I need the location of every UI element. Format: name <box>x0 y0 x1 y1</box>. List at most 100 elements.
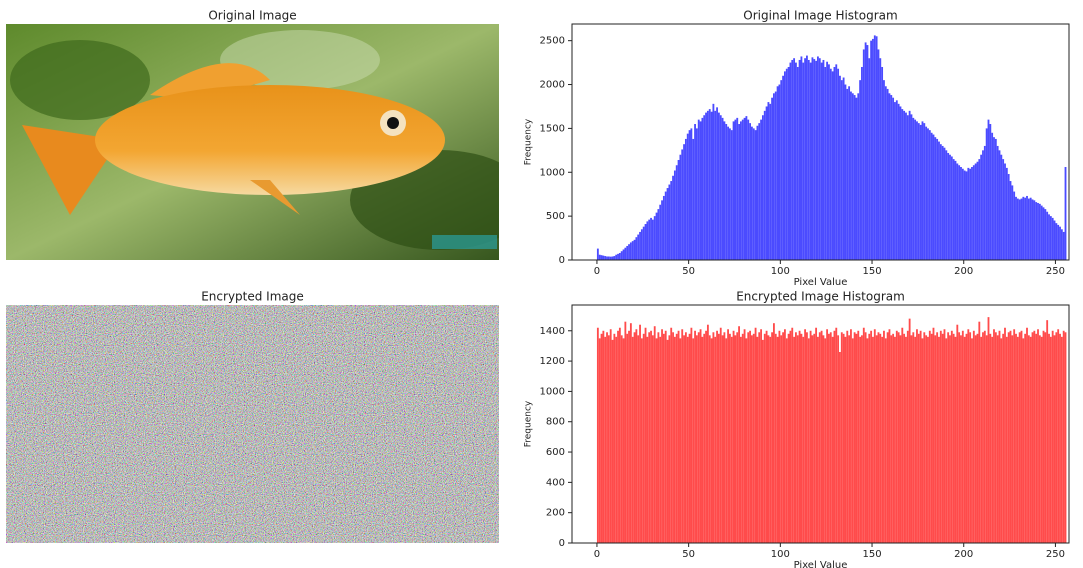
bar <box>1063 232 1065 260</box>
bar <box>615 337 617 543</box>
bar <box>927 128 929 260</box>
bar <box>863 49 865 260</box>
bar <box>857 331 859 543</box>
bar <box>975 335 977 543</box>
bar <box>973 165 975 260</box>
bar <box>801 334 803 543</box>
bar <box>991 133 993 260</box>
bar <box>700 121 702 260</box>
y-tick-label: 200 <box>546 508 565 519</box>
bar <box>624 322 626 543</box>
bar <box>909 111 911 260</box>
panel-title: Original Image <box>208 9 296 23</box>
bar <box>993 329 995 543</box>
bar <box>1039 335 1041 543</box>
bar <box>991 337 993 543</box>
bar <box>1054 335 1056 543</box>
bar <box>1037 203 1039 260</box>
bar <box>854 95 856 260</box>
bar <box>898 104 900 260</box>
bar <box>980 155 982 260</box>
bar <box>630 323 632 543</box>
bar <box>944 148 946 260</box>
encrypted-image <box>6 305 499 543</box>
bar <box>824 338 826 543</box>
bar <box>1008 332 1010 543</box>
bar <box>628 331 630 543</box>
bar <box>711 338 713 543</box>
bar <box>938 337 940 543</box>
bar <box>637 235 639 260</box>
bar <box>843 334 845 543</box>
bar <box>867 45 869 260</box>
bar <box>1015 334 1017 543</box>
bar <box>903 111 905 260</box>
bar <box>841 80 843 260</box>
bar <box>973 331 975 543</box>
bar <box>850 92 852 260</box>
bar <box>608 256 610 260</box>
bar <box>1021 331 1023 543</box>
bar <box>834 331 836 543</box>
x-tick-label: 150 <box>862 266 881 277</box>
bar <box>795 63 797 260</box>
bar <box>878 49 880 260</box>
bar <box>663 196 665 260</box>
bar <box>749 331 751 543</box>
bar <box>872 39 874 260</box>
bar <box>999 331 1001 543</box>
bar <box>993 137 995 260</box>
bar <box>852 93 854 260</box>
bar <box>712 104 714 260</box>
bar <box>1048 214 1050 260</box>
bar <box>821 331 823 543</box>
panel-title: Original Image Histogram <box>743 9 897 23</box>
bar <box>911 114 913 260</box>
bar <box>733 121 735 260</box>
bar <box>685 332 687 543</box>
bar <box>995 139 997 260</box>
bar <box>775 92 777 260</box>
bar <box>936 139 938 260</box>
bar <box>679 338 681 543</box>
bar <box>964 171 966 260</box>
panel-title: Encrypted Image <box>201 290 304 304</box>
bar <box>795 332 797 543</box>
bar <box>892 334 894 543</box>
bar <box>907 331 909 543</box>
bar <box>696 335 698 543</box>
bar <box>621 335 623 543</box>
bar <box>861 335 863 543</box>
bar <box>1013 192 1015 260</box>
bar <box>850 329 852 543</box>
bar <box>892 98 894 260</box>
bar <box>823 335 825 543</box>
bar <box>953 334 955 543</box>
bar <box>734 335 736 543</box>
bar <box>786 69 788 260</box>
bar <box>626 246 628 260</box>
bar <box>641 229 643 260</box>
bar <box>676 334 678 543</box>
bar <box>894 102 896 260</box>
bar <box>799 331 801 543</box>
bar <box>623 249 625 260</box>
bar <box>918 123 920 260</box>
bar <box>839 352 841 543</box>
y-tick-label: 2500 <box>540 36 565 47</box>
bar <box>621 251 623 260</box>
bar <box>707 325 709 543</box>
bar <box>793 337 795 543</box>
bar <box>856 98 858 260</box>
bar <box>727 127 729 260</box>
bar <box>824 67 826 260</box>
bar <box>874 329 876 543</box>
bar <box>747 120 749 260</box>
bar <box>940 144 942 260</box>
bar <box>694 124 696 260</box>
bar <box>610 257 612 260</box>
bar <box>698 332 700 543</box>
bar <box>817 56 819 260</box>
bar <box>955 161 957 260</box>
bar <box>668 185 670 260</box>
